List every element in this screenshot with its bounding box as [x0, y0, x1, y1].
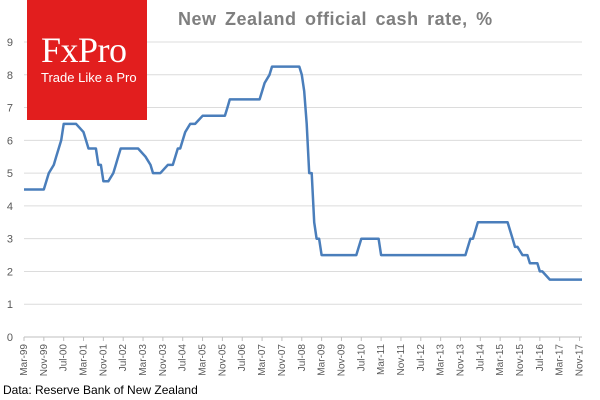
x-tick-label: Jul-08	[297, 344, 308, 372]
y-tick-label: 7	[7, 103, 13, 115]
x-tick-label: Nov-01	[98, 344, 109, 377]
x-tick-label: Jul-02	[118, 344, 129, 372]
x-tick-label: Jul-06	[237, 344, 248, 372]
x-axis-ticks: Mar-99 Nov-99 Jul-00 Mar-01 Nov-01 Jul-02 Mar-…	[19, 337, 586, 376]
x-tick-label: Mar-03	[138, 344, 149, 376]
x-tick-label: Mar-09	[317, 344, 328, 376]
x-tick-label: Mar-17	[555, 344, 566, 376]
x-tick-label: Mar-07	[257, 344, 268, 376]
x-tick-label: Mar-99	[19, 344, 30, 376]
x-tick-label: Mar-11	[376, 344, 387, 375]
x-tick-label: Nov-03	[158, 344, 169, 377]
x-tick-label: Jul-00	[59, 344, 70, 372]
fxpro-logo: FxPro Trade Like a Pro	[27, 0, 147, 120]
x-tick-label: Mar-01	[79, 344, 90, 376]
logo-tagline: Trade Like a Pro	[41, 70, 137, 85]
y-tick-label: 3	[7, 234, 13, 246]
y-tick-label: 2	[7, 266, 13, 278]
x-tick-label: Jul-12	[416, 344, 427, 372]
y-tick-label: 0	[7, 332, 13, 344]
x-tick-label: Mar-05	[198, 344, 209, 376]
x-tick-label: Jul-14	[475, 344, 486, 372]
x-tick-label: Nov-15	[515, 344, 526, 377]
x-tick-label: Nov-09	[336, 344, 347, 377]
x-tick-label: Nov-07	[277, 344, 288, 377]
chart-title: New Zealand official cash rate, %	[178, 9, 493, 29]
y-axis-ticks: 0 1 2 3 4 5 6 7 8 9	[7, 37, 13, 344]
source-note: Data: Reserve Bank of New Zealand	[3, 383, 198, 397]
y-tick-label: 9	[7, 37, 13, 49]
y-tick-label: 5	[7, 168, 13, 180]
x-tick-label: Nov-11	[396, 344, 407, 376]
y-tick-label: 1	[7, 299, 13, 311]
y-tick-label: 8	[7, 70, 13, 82]
x-tick-label: Nov-99	[39, 344, 50, 377]
x-tick-label: Mar-13	[436, 344, 447, 376]
series-line	[24, 65, 582, 281]
x-tick-label: Jul-10	[356, 344, 367, 372]
y-tick-label: 4	[7, 201, 13, 213]
x-tick-label: Jul-04	[178, 344, 189, 372]
x-tick-label: Nov-05	[217, 344, 228, 377]
x-tick-label: Nov-17	[575, 344, 586, 377]
y-tick-label: 6	[7, 135, 13, 147]
logo-wordmark: FxPro	[41, 30, 127, 70]
x-tick-label: Mar-15	[495, 344, 506, 376]
x-tick-label: Nov-13	[455, 344, 466, 377]
x-tick-label: Jul-16	[535, 344, 546, 372]
